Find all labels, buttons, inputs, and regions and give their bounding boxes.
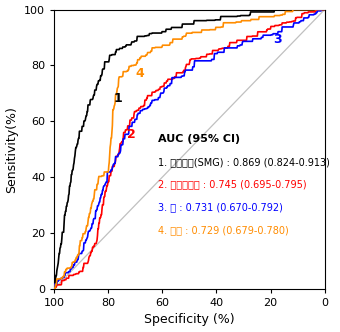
Text: 2: 2 [127, 128, 136, 141]
Text: 2. 헤모글로빈 : 0.745 (0.695-0.795): 2. 헤모글로빈 : 0.745 (0.695-0.795) [158, 180, 307, 190]
Text: 1: 1 [114, 92, 122, 105]
Text: AUC (95% CI): AUC (95% CI) [158, 134, 240, 144]
Text: 3: 3 [273, 33, 282, 46]
Text: 4. 성별 : 0.729 (0.679-0.780): 4. 성별 : 0.729 (0.679-0.780) [158, 225, 289, 235]
Y-axis label: Sensitivity(%): Sensitivity(%) [5, 106, 19, 193]
Text: 1. 알고리즘(SMG) : 0.869 (0.824-0.913): 1. 알고리즘(SMG) : 0.869 (0.824-0.913) [158, 157, 330, 167]
X-axis label: Specificity (%): Specificity (%) [144, 313, 235, 326]
Text: 3. 키 : 0.731 (0.670-0.792): 3. 키 : 0.731 (0.670-0.792) [158, 203, 283, 212]
Text: 4: 4 [135, 67, 144, 80]
